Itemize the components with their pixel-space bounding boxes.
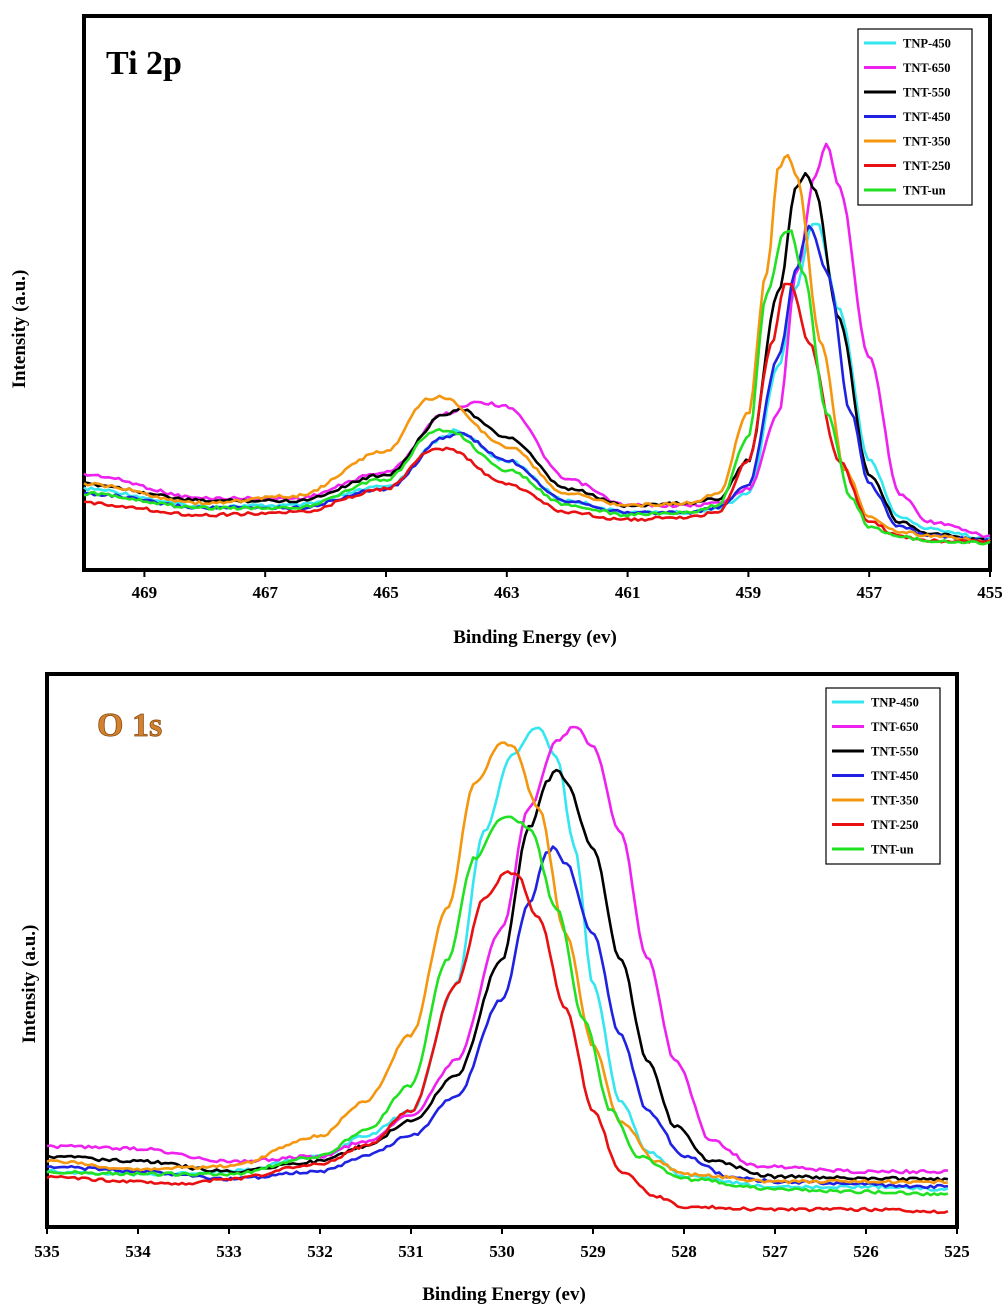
o1s-x-axis-label: Binding Energy (ev) (422, 1284, 586, 1305)
ti2p-legend: TNP-450 TNT-650 TNT-550 TNT-450 TNT-350 TNT-2… (857, 28, 973, 206)
x-tick-label: 532 (307, 1242, 333, 1261)
legend-label-tnp-450: TNP-450 (903, 37, 951, 51)
legend-label-tnt-un: TNT-un (871, 843, 914, 857)
legend-label-tnt-un: TNT-un (903, 184, 946, 198)
o1s-legend-entries: TNP-450 TNT-650 TNT-550 TNT-450 TNT-350 TNT-2… (832, 696, 919, 857)
series-line-tnt-250 (46, 870, 949, 1215)
x-tick-label: 459 (736, 583, 762, 602)
ti2p-panel: 469 467 465 463 461 459 457 455 Ti 2p Binding E… (9, 14, 1002, 648)
x-tick-label: 533 (216, 1242, 242, 1261)
series-line-tnt-un (83, 229, 991, 546)
ti2p-plot-frame (82, 14, 992, 572)
o1s-legend: TNP-450 TNT-650 TNT-550 TNT-450 TNT-350 TNT-2… (825, 687, 941, 865)
o1s-x-ticks: 535 534 533 532 531 530 529 528 527 526 525 (34, 1227, 970, 1261)
x-tick-label: 457 (856, 583, 882, 602)
ti2p-chart-title: Ti 2p (106, 45, 182, 82)
x-tick-label: 531 (398, 1242, 424, 1261)
x-tick-label: 461 (615, 583, 641, 602)
legend-label-tnt-250: TNT-250 (903, 159, 950, 173)
x-tick-label: 467 (252, 583, 278, 602)
legend-label-tnt-650: TNT-650 (871, 720, 918, 734)
x-tick-label: 526 (853, 1242, 879, 1261)
series-line-tnt-650 (46, 725, 948, 1175)
x-tick-label: 529 (580, 1242, 606, 1261)
series-line-tnt-650 (83, 142, 991, 539)
x-tick-label: 534 (125, 1242, 151, 1261)
legend-label-tnt-550: TNT-550 (903, 86, 950, 100)
series-line-tnt-un (46, 815, 949, 1197)
legend-label-tnt-550: TNT-550 (871, 745, 918, 759)
legend-label-tnt-250: TNT-250 (871, 818, 918, 832)
series-line-tnt-350 (46, 741, 949, 1185)
legend-label-tnt-650: TNT-650 (903, 61, 950, 75)
ti2p-y-axis-label: Intensity (a.u.) (9, 270, 30, 389)
o1s-y-axis-label: Intensity (a.u.) (19, 925, 40, 1044)
o1s-series-lines (46, 725, 949, 1215)
x-tick-label: 527 (762, 1242, 788, 1261)
legend-label-tnt-350: TNT-350 (903, 135, 950, 149)
ti2p-series-lines (83, 142, 991, 546)
x-tick-label: 535 (34, 1242, 60, 1261)
legend-label-tnt-450: TNT-450 (903, 110, 950, 124)
x-tick-label: 455 (977, 583, 1002, 602)
x-tick-label: 463 (494, 583, 520, 602)
legend-label-tnp-450: TNP-450 (871, 696, 919, 710)
o1s-panel: 535 534 533 532 531 530 529 528 527 526 525 O 1s B… (19, 672, 970, 1305)
x-tick-label: 528 (671, 1242, 697, 1261)
legend-label-tnt-450: TNT-450 (871, 769, 918, 783)
ti2p-x-ticks: 469 467 465 463 461 459 457 455 (132, 570, 1002, 602)
x-tick-label: 525 (944, 1242, 970, 1261)
legend-label-tnt-350: TNT-350 (871, 794, 918, 808)
ti2p-x-axis-label: Binding Energy (ev) (453, 627, 617, 648)
x-tick-label: 465 (373, 583, 399, 602)
o1s-chart-title: O 1s (97, 707, 162, 744)
o1s-plot-frame (45, 672, 959, 1229)
ti2p-legend-entries: TNP-450 TNT-650 TNT-550 TNT-450 TNT-350 TNT-2… (864, 37, 951, 198)
x-tick-label: 530 (489, 1242, 515, 1261)
x-tick-label: 469 (132, 583, 158, 602)
